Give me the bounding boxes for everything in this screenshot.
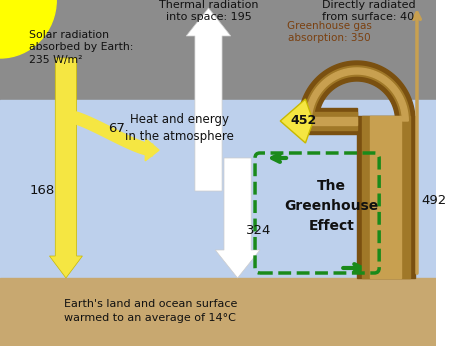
Text: Heat and energy
in the atmosphere: Heat and energy in the atmosphere: [125, 113, 234, 143]
Polygon shape: [50, 58, 82, 278]
Bar: [0, 0, 436, 100]
Polygon shape: [145, 139, 159, 161]
Polygon shape: [299, 61, 415, 121]
Text: 324: 324: [246, 225, 272, 237]
Circle shape: [0, 0, 56, 58]
Bar: [0, 278, 436, 346]
Text: Directly radiated
from surface: 40: Directly radiated from surface: 40: [322, 0, 415, 22]
Bar: [299, 112, 357, 130]
Polygon shape: [215, 158, 260, 278]
Text: Thermal radiation
into space: 195: Thermal radiation into space: 195: [159, 0, 258, 22]
Bar: [357, 116, 415, 278]
Text: The: The: [317, 179, 346, 193]
Text: 492: 492: [422, 194, 447, 208]
Polygon shape: [186, 8, 231, 191]
Bar: [299, 108, 357, 134]
Bar: [299, 117, 357, 125]
Bar: [0, 100, 436, 278]
Text: Solar radiation
absorbed by Earth:
235 W/m²: Solar radiation absorbed by Earth: 235 W…: [29, 30, 134, 65]
Polygon shape: [66, 109, 153, 156]
Text: 168: 168: [29, 184, 54, 198]
Text: 452: 452: [290, 115, 316, 127]
Text: Greenhouse: Greenhouse: [284, 199, 379, 213]
Text: Earth's land and ocean surface
warmed to an average of 14°C: Earth's land and ocean surface warmed to…: [63, 299, 237, 322]
Text: Effect: Effect: [309, 219, 355, 233]
Bar: [362, 116, 410, 278]
Polygon shape: [303, 66, 410, 121]
Text: 67: 67: [108, 121, 126, 135]
Bar: [370, 116, 401, 278]
Text: Greenhouse gas
absorption: 350: Greenhouse gas absorption: 350: [287, 21, 372, 43]
Polygon shape: [306, 68, 408, 121]
Polygon shape: [280, 99, 313, 143]
